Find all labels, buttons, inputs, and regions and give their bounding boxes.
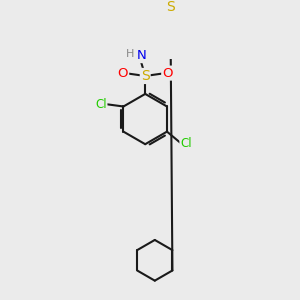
Text: H: H	[126, 50, 134, 59]
Text: S: S	[166, 0, 175, 14]
Text: Cl: Cl	[95, 98, 106, 111]
Text: S: S	[141, 69, 150, 83]
Text: N: N	[137, 49, 146, 62]
Text: O: O	[162, 67, 173, 80]
Text: O: O	[118, 67, 128, 80]
Text: Cl: Cl	[180, 137, 192, 150]
